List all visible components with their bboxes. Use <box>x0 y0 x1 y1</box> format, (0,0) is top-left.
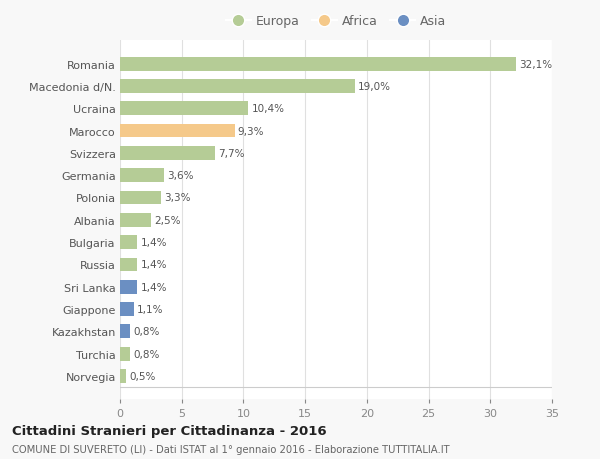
Bar <box>120 102 248 116</box>
Text: 0,8%: 0,8% <box>133 349 160 359</box>
Text: 3,3%: 3,3% <box>164 193 190 203</box>
Text: 0,8%: 0,8% <box>133 327 160 336</box>
Bar <box>120 347 130 361</box>
Text: Cittadini Stranieri per Cittadinanza - 2016: Cittadini Stranieri per Cittadinanza - 2… <box>12 425 326 437</box>
Bar <box>120 124 235 138</box>
Text: 1,4%: 1,4% <box>140 238 167 247</box>
Bar <box>120 258 137 272</box>
Text: 2,5%: 2,5% <box>154 215 181 225</box>
Text: 1,4%: 1,4% <box>140 282 167 292</box>
Text: 32,1%: 32,1% <box>519 60 553 69</box>
Text: 19,0%: 19,0% <box>358 82 391 92</box>
Text: 1,1%: 1,1% <box>137 304 163 314</box>
Bar <box>120 213 151 227</box>
Bar <box>120 302 134 316</box>
Bar <box>120 191 161 205</box>
Text: 10,4%: 10,4% <box>251 104 284 114</box>
Bar <box>120 280 137 294</box>
Bar <box>120 235 137 250</box>
Text: 1,4%: 1,4% <box>140 260 167 270</box>
Text: 0,5%: 0,5% <box>129 371 155 381</box>
Bar <box>120 169 164 183</box>
Bar <box>120 146 215 161</box>
Text: COMUNE DI SUVERETO (LI) - Dati ISTAT al 1° gennaio 2016 - Elaborazione TUTTITALI: COMUNE DI SUVERETO (LI) - Dati ISTAT al … <box>12 444 449 454</box>
Bar <box>120 80 355 94</box>
Bar <box>120 325 130 339</box>
Text: 7,7%: 7,7% <box>218 149 245 158</box>
Bar <box>120 57 516 72</box>
Text: 3,6%: 3,6% <box>167 171 194 181</box>
Text: 9,3%: 9,3% <box>238 126 265 136</box>
Legend: Europa, Africa, Asia: Europa, Africa, Asia <box>226 15 446 28</box>
Bar <box>120 369 126 383</box>
